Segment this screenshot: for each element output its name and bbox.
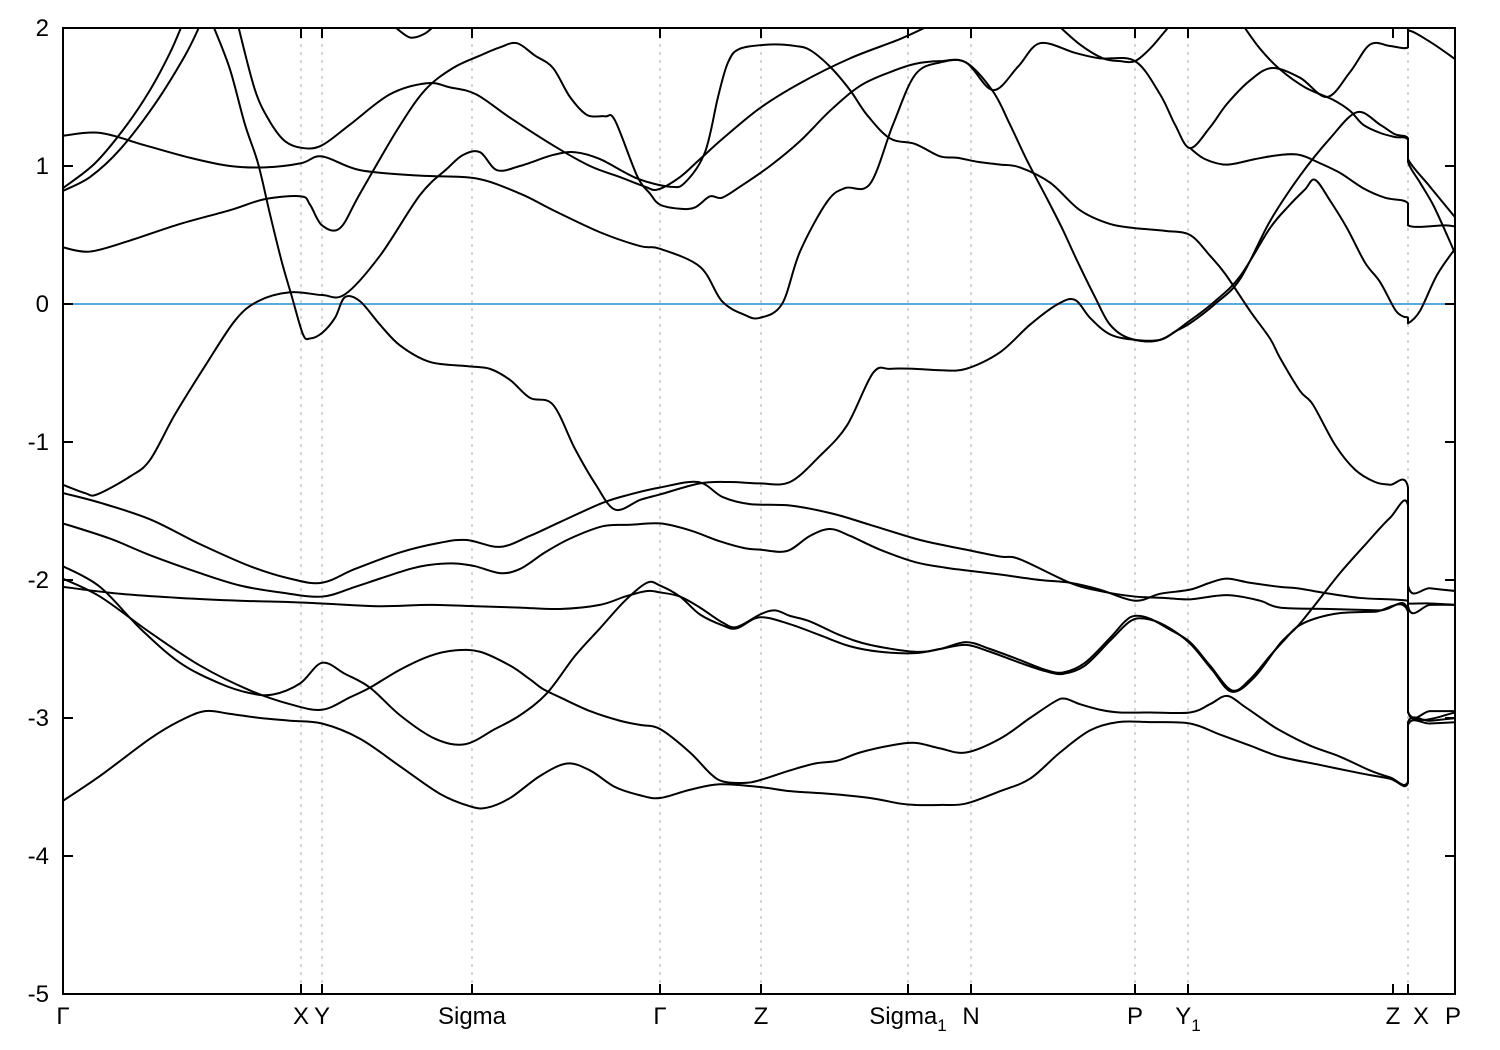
band-curve-band-05	[63, 522, 1455, 606]
band-curve-band-15	[1059, 28, 1170, 64]
y-axis-label-0: 0	[36, 291, 49, 318]
y-axis-label--2: -2	[28, 567, 49, 594]
band-curve-band-16	[1189, 147, 1455, 228]
y-axis-label--4: -4	[28, 843, 49, 870]
band-curve-band-11	[237, 28, 927, 192]
x-axis-label-n: N	[962, 1003, 979, 1030]
band-curve-band-07	[213, 28, 1455, 512]
band-curve-band-02	[63, 577, 1455, 786]
band-curve-band-09	[63, 41, 1455, 343]
x-axis-label-x: X	[1413, 1003, 1429, 1030]
band-curve-band-10	[63, 29, 1455, 320]
band-curve-band-04	[63, 585, 1455, 721]
x-axis-label-γ: Γ	[653, 1003, 666, 1030]
bands-group	[63, 28, 1455, 810]
band-curve-band-13	[63, 28, 182, 190]
plot-frame	[62, 27, 1456, 995]
x-axis-label-x: X	[293, 1003, 309, 1030]
band-curve-band-08	[63, 43, 1455, 595]
y-axis-label-2: 2	[36, 15, 49, 42]
band-curve-band-06	[63, 480, 1455, 720]
x-axis-label-z: Z	[754, 1003, 769, 1030]
x-axis-label-z: Z	[1386, 1003, 1401, 1030]
x-axis-label-y: Y	[314, 1003, 330, 1030]
x-axis-label-p: P	[1445, 1003, 1461, 1030]
y-axis-label-1: 1	[36, 153, 49, 180]
x-axis-label-γ: Γ	[56, 1003, 69, 1030]
band-curve-band-12	[63, 28, 200, 192]
y-axis-label--3: -3	[28, 705, 49, 732]
x-axis-label-sigma1: Sigma1	[869, 1003, 947, 1035]
band-curve-band-03	[63, 499, 1455, 746]
band-curve-band-17	[1243, 28, 1455, 256]
y-axis-label--5: -5	[28, 981, 49, 1008]
band-curve-band-14	[394, 28, 434, 39]
y-axis-label--1: -1	[28, 429, 49, 456]
band-curve-band-01	[63, 709, 1455, 810]
x-axis-label-p: P	[1127, 1003, 1143, 1030]
x-axis-label-sigma: Sigma	[438, 1003, 507, 1030]
x-axis-label-y1: Y1	[1175, 1003, 1200, 1035]
